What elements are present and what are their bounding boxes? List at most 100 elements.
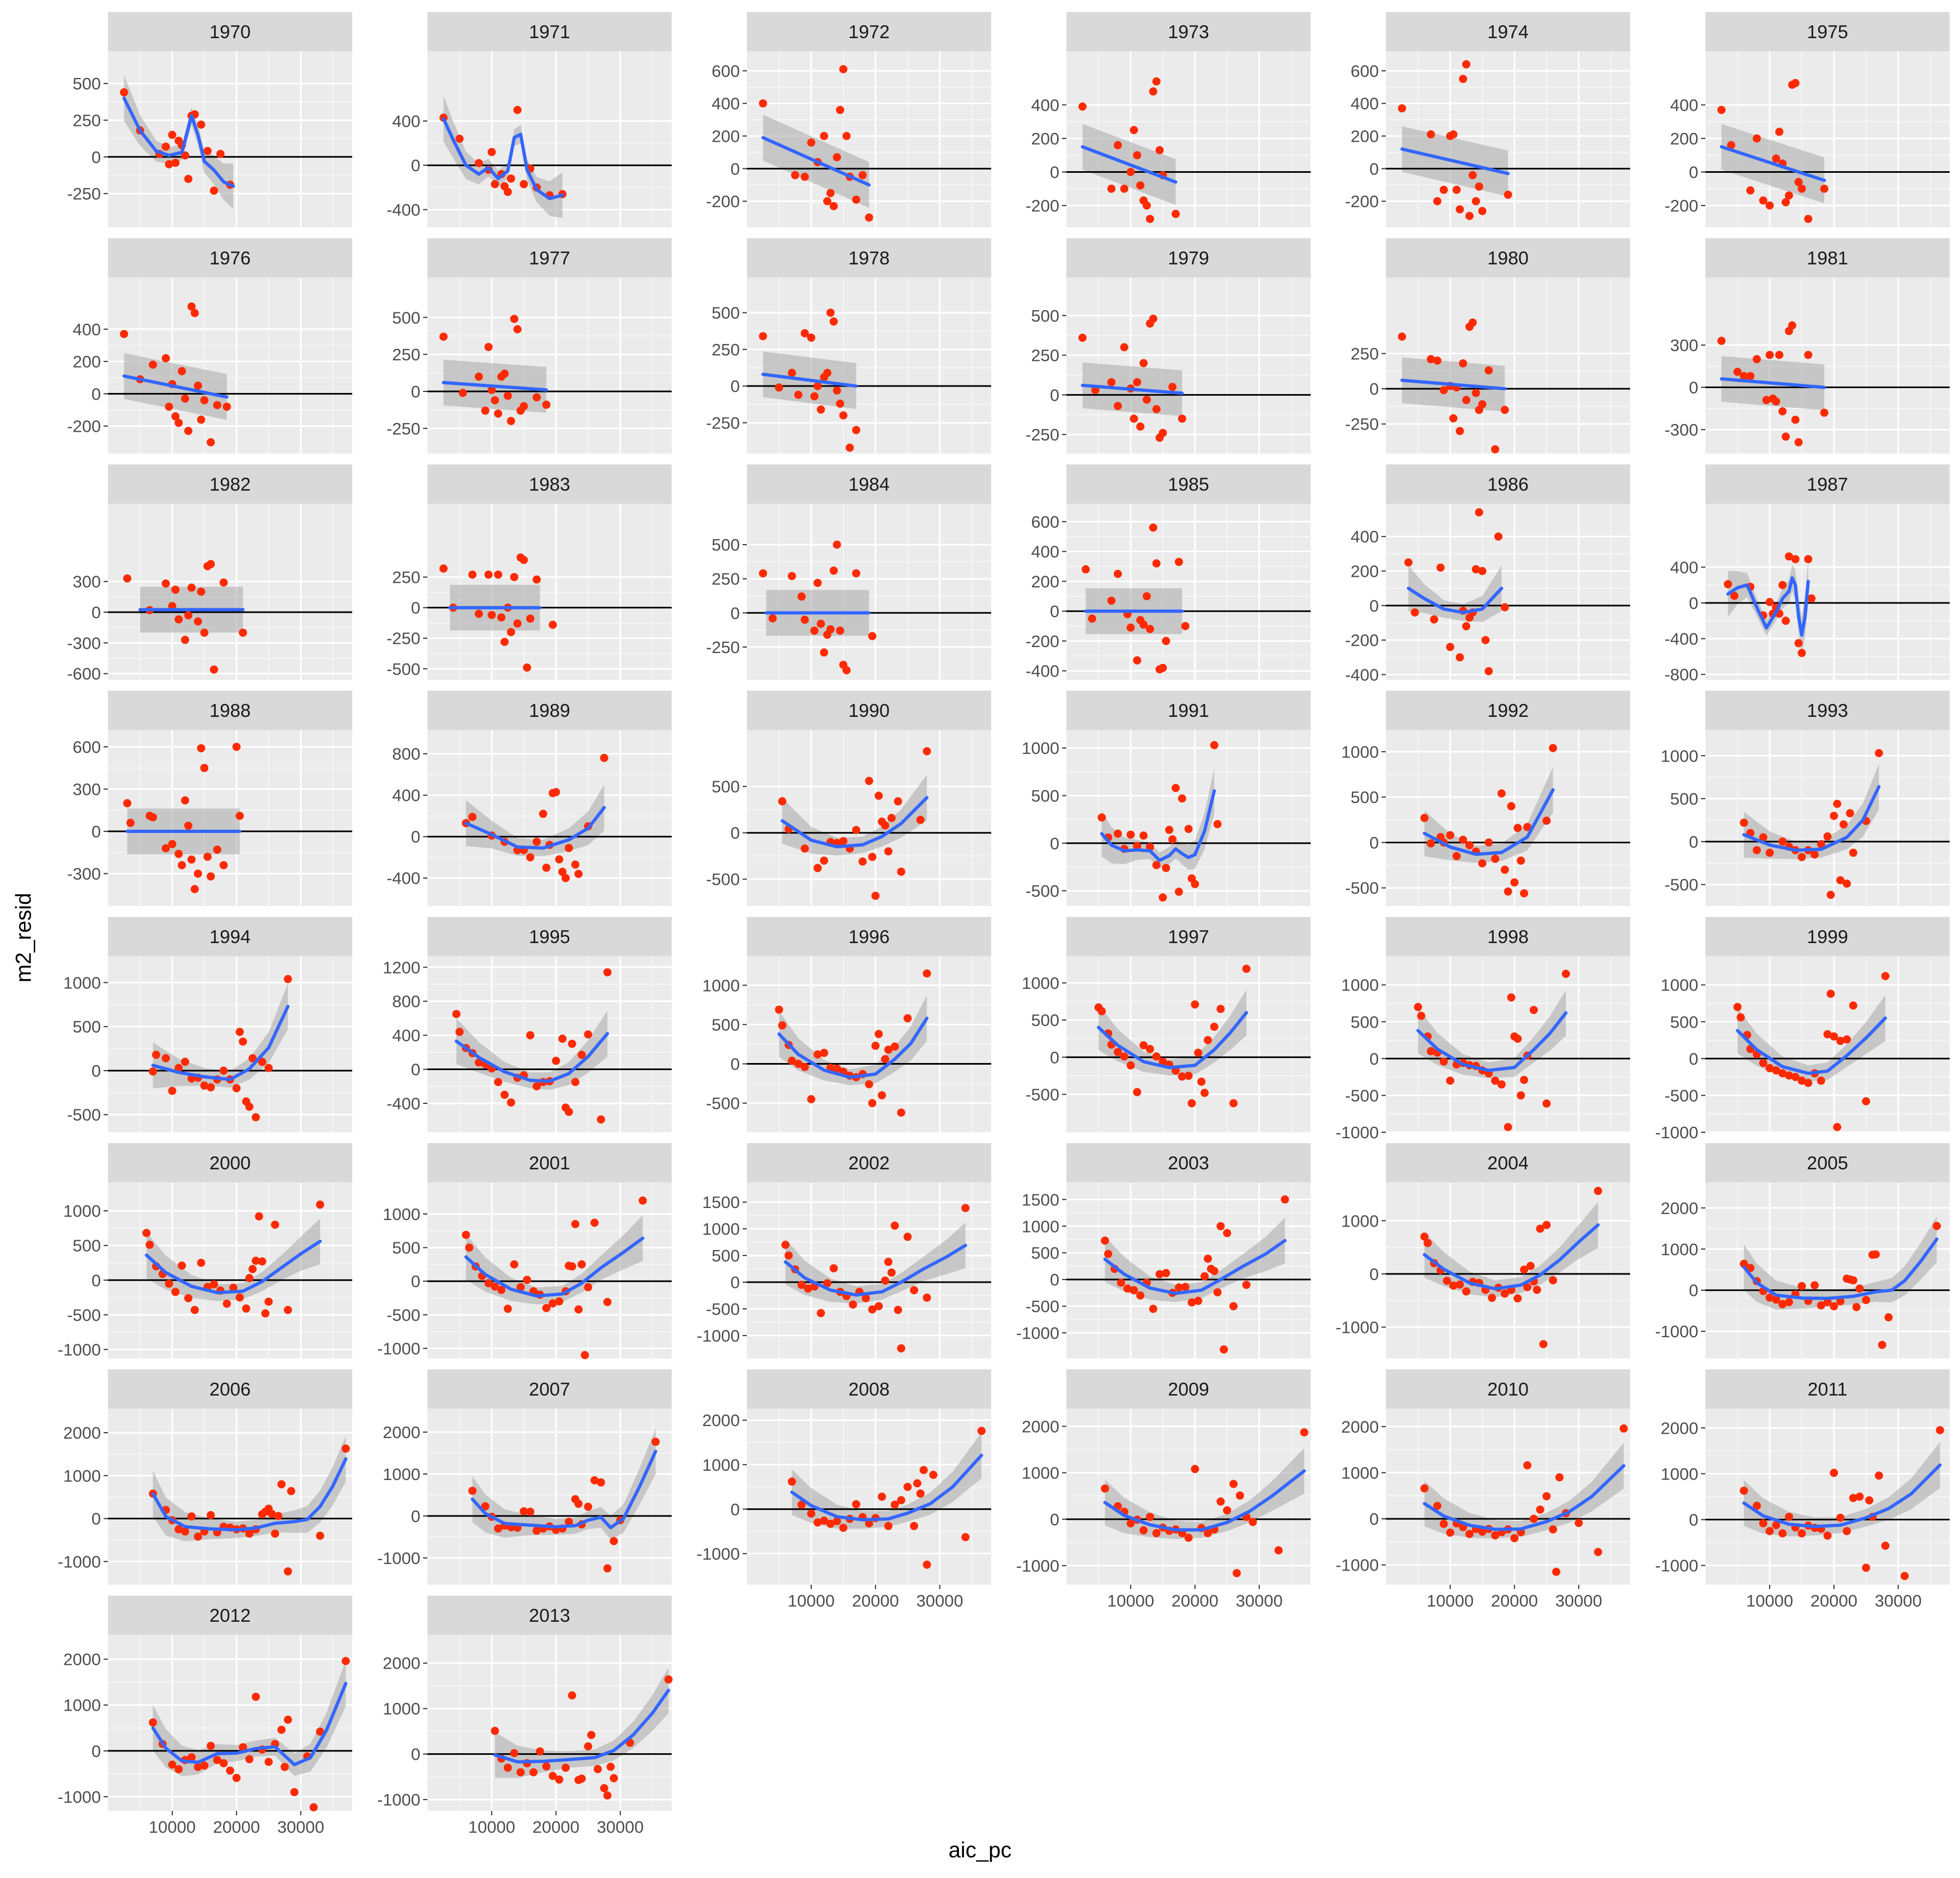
data-point: [203, 147, 212, 155]
data-point: [1439, 1519, 1448, 1528]
strip-background: [1066, 1143, 1311, 1182]
data-point: [1427, 130, 1435, 138]
strip-label: 1982: [209, 474, 251, 495]
data-point: [146, 1240, 154, 1249]
strip-background: [1386, 238, 1630, 277]
strip-background: [427, 917, 672, 956]
smooth-line: [493, 1688, 671, 1764]
y-axis-title: m2_resid: [11, 892, 36, 983]
data-point: [791, 171, 799, 179]
data-point: [506, 628, 515, 636]
data-point: [1740, 818, 1748, 827]
data-point: [823, 369, 831, 377]
data-point: [194, 869, 202, 878]
y-tick-label: 0: [1050, 1270, 1059, 1289]
strip-background: [108, 1596, 352, 1635]
smooth-line: [1400, 147, 1510, 176]
smooth-line: [1742, 1237, 1939, 1300]
x-tick-label: 20000: [213, 1817, 260, 1837]
strip-background: [108, 1143, 352, 1182]
x-tick-label: 10000: [788, 1591, 835, 1610]
data-point: [813, 1050, 822, 1059]
data-point: [1575, 1519, 1583, 1527]
strip-background: [427, 464, 672, 504]
data-point: [833, 1517, 841, 1525]
data-point: [1197, 1077, 1206, 1086]
data-point: [778, 1021, 787, 1030]
data-point: [1826, 891, 1835, 899]
strip-label: 1981: [1807, 248, 1848, 269]
data-point: [484, 1279, 493, 1288]
data-point: [836, 106, 845, 114]
data-point: [574, 869, 583, 878]
strip-label: 2003: [1168, 1153, 1209, 1174]
data-point: [1162, 637, 1171, 645]
data-point: [1849, 1276, 1858, 1285]
y-tick-label: 0: [731, 377, 740, 396]
data-point: [797, 1500, 806, 1509]
strip-label: 1992: [1487, 701, 1529, 721]
strip-label: 1971: [529, 22, 570, 43]
data-point: [187, 583, 196, 592]
data-point: [778, 797, 787, 806]
data-point: [203, 853, 212, 861]
confidence-band: [782, 775, 927, 856]
data-point: [1152, 1529, 1161, 1537]
strip-label: 1998: [1487, 927, 1529, 947]
data-point: [194, 1762, 202, 1771]
y-tick-label: 0: [731, 1500, 740, 1519]
data-point: [452, 1010, 461, 1018]
data-point: [548, 1772, 557, 1780]
data-point: [1555, 1473, 1564, 1482]
data-point: [865, 213, 873, 222]
panel-2002: 2002 1500 1000 500 0 -500 -1000: [697, 1143, 991, 1358]
data-point: [487, 385, 496, 394]
data-point: [1229, 1480, 1238, 1488]
data-point: [1520, 1076, 1528, 1084]
data-point: [1510, 878, 1519, 887]
smooth-line: [783, 1243, 967, 1297]
smooth-line: [151, 1457, 348, 1532]
data-point: [581, 1351, 589, 1360]
data-point: [1210, 1267, 1219, 1275]
data-point: [555, 1297, 564, 1306]
strip-label: 1979: [1168, 248, 1209, 269]
data-point: [1126, 1061, 1135, 1070]
data-point: [1794, 178, 1803, 186]
smooth-line: [471, 1450, 658, 1530]
data-point: [1488, 1294, 1496, 1302]
data-point: [500, 638, 509, 646]
data-point: [1510, 1534, 1519, 1543]
data-point: [284, 1716, 292, 1724]
data-point: [664, 1675, 673, 1684]
data-point: [1778, 1069, 1787, 1078]
data-point: [552, 1056, 560, 1065]
data-point: [890, 1042, 899, 1051]
strip-background: [1066, 917, 1311, 956]
data-point: [316, 1531, 324, 1540]
data-point: [596, 1115, 605, 1124]
y-tick-label: 250: [392, 568, 420, 587]
data-point: [210, 1280, 218, 1289]
data-point: [910, 1521, 918, 1530]
data-point: [1210, 1023, 1219, 1031]
data-point: [875, 792, 883, 800]
y-tick-label: -1000: [1336, 1123, 1379, 1142]
smooth-line: [1735, 1016, 1887, 1075]
data-point: [1513, 824, 1522, 832]
data-point: [884, 1258, 892, 1266]
strip-background: [108, 238, 352, 277]
data-point: [890, 1221, 899, 1230]
data-point: [1088, 614, 1096, 623]
data-point: [1235, 1491, 1244, 1500]
data-point: [1594, 1187, 1602, 1195]
data-point: [849, 1300, 857, 1309]
smooth-line: [1742, 785, 1881, 852]
data-point: [1446, 1076, 1455, 1085]
data-point: [197, 588, 206, 596]
data-point: [1794, 639, 1803, 648]
y-tick-label: 0: [1050, 834, 1059, 853]
strip-label: 1973: [1168, 22, 1209, 43]
y-tick-label: -400: [1665, 630, 1698, 649]
data-point: [232, 742, 241, 751]
